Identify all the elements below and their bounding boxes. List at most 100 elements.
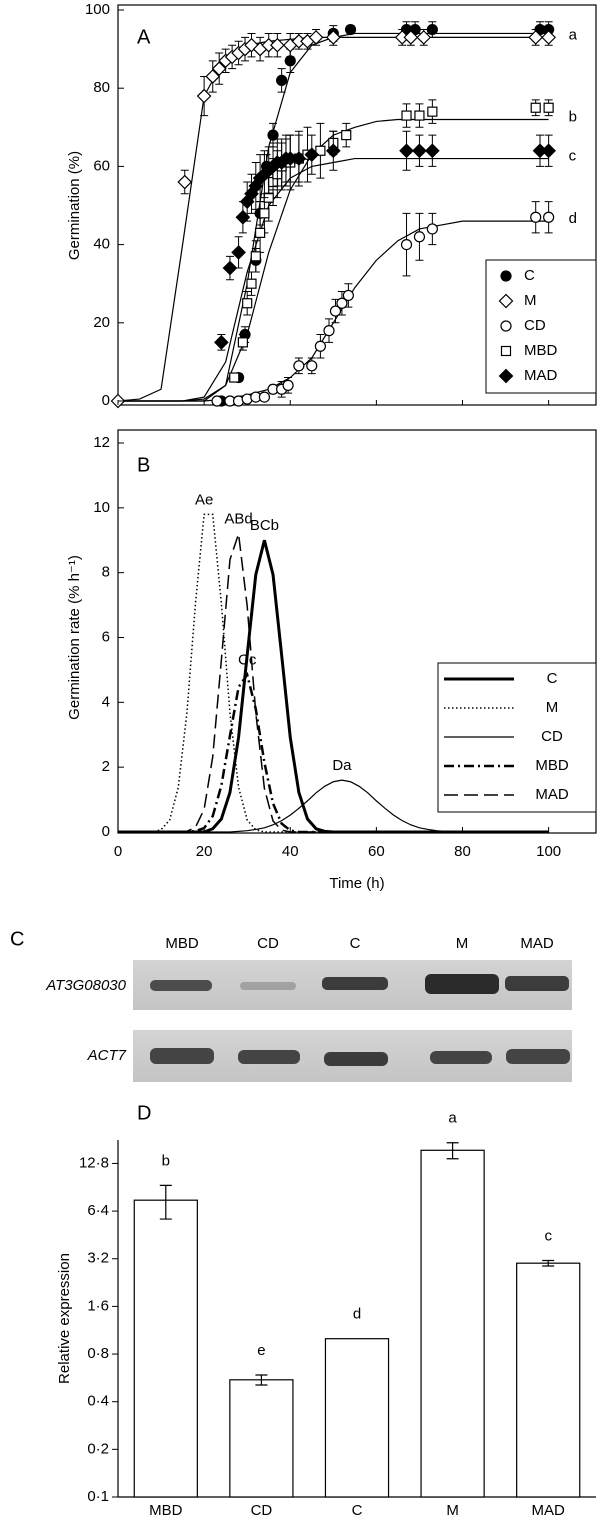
point — [426, 223, 438, 235]
point — [211, 61, 227, 76]
legend-label: MBD — [535, 757, 569, 774]
point — [282, 379, 294, 391]
annotation: d — [353, 1306, 361, 1323]
point — [205, 69, 221, 84]
annotation: BCb — [250, 517, 279, 534]
point — [259, 208, 270, 219]
point — [541, 30, 556, 45]
error-bar — [159, 1184, 172, 1220]
legend-marker — [498, 293, 514, 309]
y-tick-label: 20 — [93, 314, 110, 331]
band — [322, 977, 388, 990]
point — [344, 23, 357, 36]
point — [242, 298, 253, 309]
y-tick-label: 0·1 — [87, 1488, 109, 1505]
bar — [516, 1262, 581, 1498]
point — [325, 30, 341, 45]
error-bar — [542, 1259, 555, 1267]
point — [293, 360, 305, 372]
legend-marker — [498, 368, 514, 384]
x-tick-label: 60 — [368, 843, 385, 860]
point — [403, 30, 419, 45]
y-tick-label: 80 — [93, 79, 110, 96]
point — [196, 88, 212, 104]
annotation: c — [544, 1227, 552, 1244]
x-tick-label: 20 — [196, 843, 213, 860]
point — [342, 289, 354, 302]
annotation: a — [448, 1110, 457, 1127]
point — [308, 30, 324, 45]
y-tick-label: 3·2 — [87, 1250, 109, 1267]
band — [150, 980, 212, 991]
plot-frame — [117, 4, 597, 406]
legend-label: CD — [541, 728, 563, 745]
legend-label: C — [547, 670, 558, 687]
y-tick-label: 8 — [102, 564, 110, 581]
band — [505, 976, 569, 991]
lane-label: CD — [257, 935, 279, 952]
legend-marker — [500, 320, 512, 332]
legend-label: CD — [524, 317, 546, 334]
annotation: Da — [332, 757, 352, 774]
y-tick-label: 10 — [93, 499, 110, 516]
annotation: c — [569, 148, 577, 165]
point — [543, 102, 554, 113]
point — [315, 145, 326, 156]
x-tick-label: MBD — [149, 1502, 183, 1519]
band — [238, 1050, 300, 1064]
point — [341, 130, 352, 141]
lane-label: C — [350, 935, 361, 952]
panel-letter: B — [137, 454, 150, 476]
y-tick-label: 6·4 — [87, 1202, 109, 1219]
gene-label: ACT7 — [87, 1047, 127, 1064]
bar — [133, 1199, 198, 1498]
band — [150, 1048, 214, 1064]
fit-curve — [118, 32, 549, 402]
point — [235, 209, 251, 225]
x-tick-label: M — [446, 1502, 459, 1519]
annotation: b — [162, 1152, 170, 1169]
point — [237, 337, 248, 348]
point — [291, 151, 307, 166]
point — [177, 174, 193, 190]
point — [267, 129, 279, 141]
legend-label: M — [546, 699, 559, 716]
x-tick-label: MAD — [532, 1502, 566, 1519]
x-tick-label: 80 — [454, 843, 471, 860]
y-tick-label: 40 — [93, 236, 110, 253]
lane-label: MAD — [520, 935, 554, 952]
point — [211, 395, 223, 407]
band — [240, 982, 296, 990]
error-bar — [446, 1142, 459, 1160]
legend-marker — [500, 270, 512, 282]
bar — [420, 1149, 485, 1498]
bar — [324, 1338, 390, 1498]
annotation: b — [569, 108, 577, 125]
fit-curve — [117, 36, 549, 402]
point — [325, 143, 341, 159]
y-tick-label: 0·8 — [87, 1345, 109, 1362]
point — [416, 30, 432, 45]
point — [530, 102, 541, 113]
point — [222, 260, 238, 276]
legend-label: MBD — [524, 342, 558, 359]
panel-letter: D — [137, 1102, 151, 1124]
bar — [229, 1379, 294, 1498]
point — [246, 278, 257, 289]
annotation: d — [569, 210, 577, 227]
point — [399, 143, 414, 159]
legend-label: MAD — [524, 367, 558, 384]
legend-label: C — [524, 267, 535, 284]
point — [276, 74, 288, 86]
rate-curve — [118, 779, 549, 833]
panel-letter: C — [10, 928, 24, 950]
point — [427, 106, 438, 117]
y-tick-label: 60 — [93, 157, 110, 174]
point — [530, 211, 542, 223]
point — [401, 110, 412, 121]
annotation: Ae — [195, 491, 213, 508]
point — [258, 391, 271, 403]
error-bar — [255, 1374, 268, 1386]
